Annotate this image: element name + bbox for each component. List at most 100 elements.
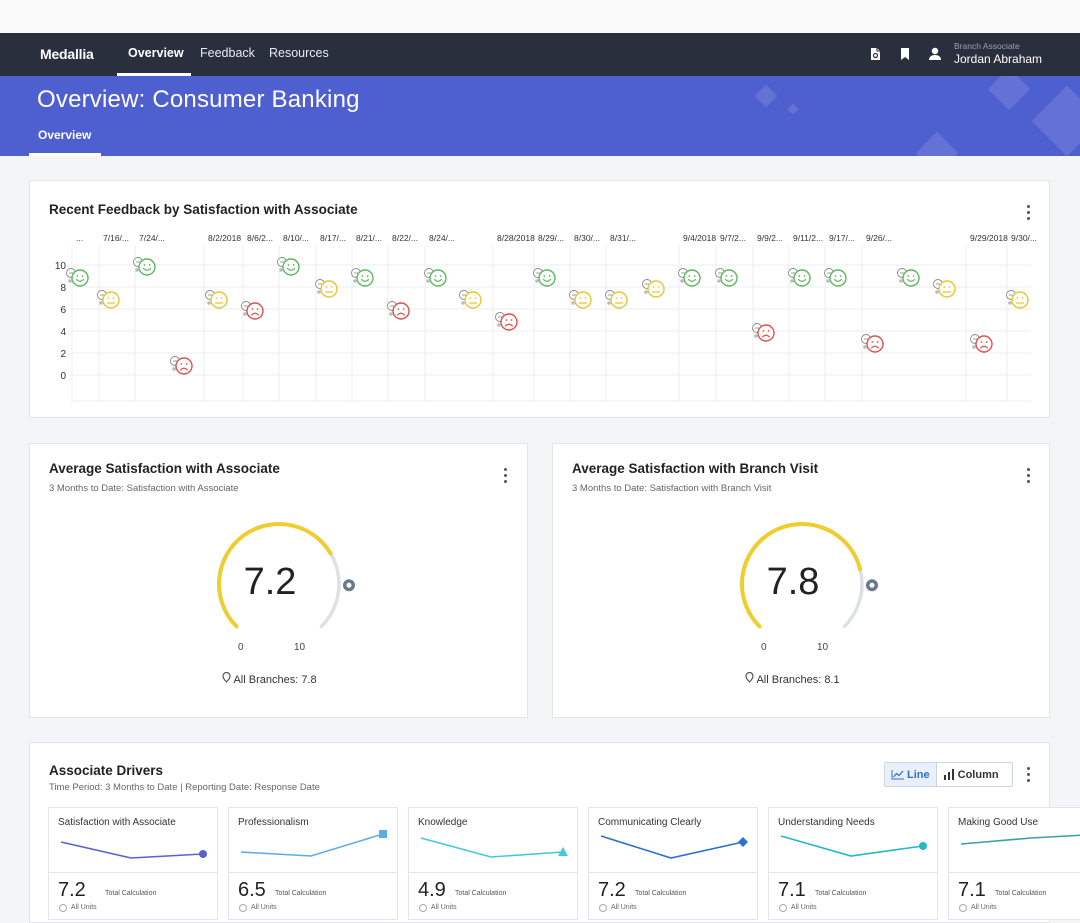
sad-face-marker[interactable]	[495, 312, 518, 331]
user-role: Branch Associate	[954, 41, 1020, 51]
window-top-strip	[0, 0, 1080, 33]
neutral-face-marker[interactable]	[1006, 290, 1029, 309]
sad-face-marker[interactable]	[241, 301, 264, 320]
all-units-radio[interactable]	[239, 904, 247, 912]
x-tick-label: 8/2/2018	[208, 233, 241, 243]
sad-face-marker[interactable]	[861, 334, 884, 353]
driver-tile[interactable]: Satisfaction with Associate 7.2 Total Calc…	[48, 807, 218, 920]
sad-face-marker[interactable]	[387, 301, 410, 320]
line-view-button[interactable]: Line	[885, 763, 937, 786]
neutral-face-marker[interactable]	[459, 290, 482, 309]
nav-feedback[interactable]: Feedback	[200, 46, 255, 60]
happy-face-marker[interactable]	[424, 268, 447, 287]
trend-line	[960, 834, 1080, 845]
feedback-chart-title: Recent Feedback by Satisfaction with Ass…	[49, 202, 358, 217]
drivers-menu-button[interactable]	[1022, 765, 1036, 783]
sad-face-marker[interactable]	[170, 356, 193, 375]
happy-face-marker[interactable]	[715, 268, 738, 287]
x-tick-label: 8/22/...	[392, 233, 418, 243]
location-pin-icon	[222, 671, 231, 683]
driver-tile[interactable]: Knowledge 4.9 Total Calculation All Units	[408, 807, 578, 920]
trend-line	[60, 841, 204, 859]
branch-visit-satisfaction-card: Average Satisfaction with Branch Visit 3…	[552, 443, 1050, 718]
x-tick-label: 8/29/...	[538, 233, 564, 243]
feedback-scatter-chart: 0 2 4 6 8 10... 7/16/... 7/24/... 8/2/2018 8/6/2.…	[55, 233, 1037, 402]
happy-face-marker[interactable]	[678, 268, 701, 287]
document-icon[interactable]	[867, 46, 883, 62]
medallia-logo[interactable]: Medallia	[40, 46, 94, 62]
happy-face-marker[interactable]	[66, 268, 89, 287]
driver-value: 7.2	[58, 879, 86, 901]
gauge-title: Average Satisfaction with Branch Visit	[572, 461, 819, 476]
benchmark-marker-icon[interactable]	[342, 579, 355, 592]
driver-units-label: All Units	[611, 904, 637, 911]
benchmark-marker-icon[interactable]	[865, 579, 878, 592]
x-tick-label: 8/24/...	[429, 233, 455, 243]
happy-face-marker[interactable]	[133, 257, 156, 276]
driver-units-label: All Units	[251, 904, 277, 911]
neutral-face-marker[interactable]	[569, 290, 592, 309]
happy-face-marker[interactable]	[824, 268, 847, 287]
y-tick-label: 4	[60, 327, 66, 338]
nav-resources[interactable]: Resources	[269, 46, 329, 60]
gauge-menu-button[interactable]	[1022, 466, 1036, 484]
neutral-face-marker[interactable]	[205, 290, 228, 309]
gauge-branch-text: All Branches: 8.1	[756, 674, 840, 686]
happy-face-marker[interactable]	[277, 257, 300, 276]
happy-face-marker[interactable]	[533, 268, 556, 287]
driver-units-label: All Units	[791, 904, 817, 911]
driver-trend-line	[60, 841, 207, 859]
bookmark-icon[interactable]	[897, 46, 913, 62]
driver-tile[interactable]: Communicating Clearly 7.2 Total Calculatio…	[588, 807, 758, 920]
neutral-face-marker[interactable]	[97, 290, 120, 309]
trend-line	[600, 835, 744, 859]
column-view-button[interactable]: Column	[937, 763, 1005, 786]
driver-trend-line	[240, 830, 387, 857]
decor-diamond	[987, 76, 1031, 111]
page-title: Overview: Consumer Banking	[37, 86, 360, 113]
user-icon[interactable]	[927, 46, 943, 62]
happy-face-marker[interactable]	[788, 268, 811, 287]
gauge-max-label: 10	[294, 642, 306, 653]
driver-name: Communicating Clearly	[598, 817, 702, 828]
gauge-branch-comparison: All Branches: 7.8	[222, 671, 317, 686]
neutral-face-marker[interactable]	[933, 279, 956, 298]
driver-tile[interactable]: Professionalism 6.5 Total Calculation All U…	[228, 807, 398, 920]
nav-overview[interactable]: Overview	[128, 46, 184, 60]
driver-divider	[949, 872, 1080, 873]
neutral-face-marker[interactable]	[642, 279, 665, 298]
driver-tile[interactable]: Making Good Use 7.1 Total Calculation All U…	[948, 807, 1080, 920]
driver-name: Satisfaction with Associate	[58, 817, 176, 828]
tab-overview[interactable]: Overview	[38, 128, 92, 142]
happy-face-marker[interactable]	[351, 268, 374, 287]
x-tick-label: 8/28/2018	[497, 233, 535, 243]
user-name[interactable]: Jordan Abraham	[954, 52, 1043, 66]
all-units-radio[interactable]	[959, 904, 967, 912]
driver-units-label: All Units	[431, 904, 457, 911]
branch-visit-gauge	[740, 522, 878, 629]
trend-line	[240, 833, 384, 857]
all-units-radio[interactable]	[419, 904, 427, 912]
column-view-label: Column	[957, 768, 999, 781]
decor-diamond	[754, 84, 778, 108]
all-units-radio[interactable]	[599, 904, 607, 912]
neutral-face-marker[interactable]	[605, 290, 628, 309]
sad-face-marker[interactable]	[752, 323, 775, 342]
feedback-chart-menu-button[interactable]	[1022, 203, 1036, 221]
line-chart-icon	[891, 770, 904, 780]
all-units-radio[interactable]	[59, 904, 67, 912]
driver-calc-label: Total Calculation	[455, 890, 507, 897]
x-tick-label: 7/24/...	[139, 233, 165, 243]
decor-diamond	[1031, 85, 1080, 156]
driver-value: 7.1	[778, 879, 806, 901]
all-units-radio[interactable]	[779, 904, 787, 912]
driver-divider	[589, 872, 757, 873]
sad-face-marker[interactable]	[970, 334, 993, 353]
neutral-face-marker[interactable]	[315, 279, 338, 298]
x-tick-label: 9/26/...	[866, 233, 892, 243]
happy-face-marker[interactable]	[897, 268, 920, 287]
driver-calc-label: Total Calculation	[105, 890, 157, 897]
driver-tile[interactable]: Understanding Needs 7.1 Total Calculation A…	[768, 807, 938, 920]
driver-value: 4.9	[418, 879, 446, 901]
gauge-menu-button[interactable]	[499, 466, 513, 484]
